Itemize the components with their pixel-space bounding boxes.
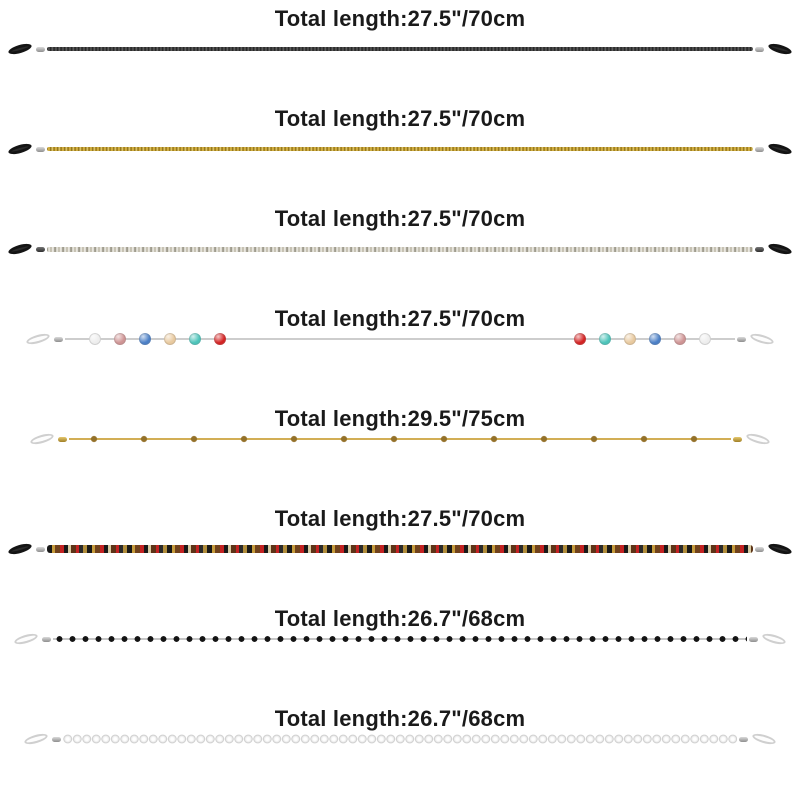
eyeglass-loop-left bbox=[25, 331, 51, 347]
crystal-bead bbox=[599, 333, 611, 345]
chain-image-silver-metal bbox=[7, 241, 793, 257]
clasp-right bbox=[755, 46, 764, 52]
clasp-right bbox=[755, 546, 764, 552]
eyeglass-loop-right bbox=[767, 141, 793, 157]
crystal-bead-group-left bbox=[89, 333, 226, 345]
eyeglass-loop-left bbox=[7, 241, 33, 257]
chain-cord bbox=[47, 246, 753, 252]
crystal-bead-group-right bbox=[574, 333, 711, 345]
clasp-left bbox=[36, 46, 45, 52]
chain-length-label: Total length:27.5"/70cm bbox=[274, 306, 526, 331]
eyeglass-loop-left bbox=[7, 541, 33, 557]
chain-cord bbox=[53, 635, 747, 643]
chain-image-multicolor-beads bbox=[7, 541, 793, 557]
chain-cord bbox=[63, 734, 737, 744]
chain-image-pearl-beads bbox=[23, 731, 777, 747]
chain-length-label: Total length:27.5"/70cm bbox=[274, 506, 526, 531]
clasp-right bbox=[733, 436, 742, 442]
clasp-right bbox=[739, 736, 748, 742]
chain-length-label: Total length:26.7"/68cm bbox=[274, 606, 526, 631]
chain-cord bbox=[47, 545, 753, 553]
chain-length-label: Total length:29.5"/75cm bbox=[274, 406, 526, 431]
product-row-multicolor-bead-chain: Total length:27.5"/70cm bbox=[0, 500, 800, 600]
clasp-left bbox=[36, 146, 45, 152]
eyeglass-loop-right bbox=[749, 331, 775, 347]
chain-cord bbox=[69, 435, 731, 443]
eyeglass-loop-left bbox=[7, 41, 33, 57]
crystal-bead bbox=[164, 333, 176, 345]
clasp-left bbox=[42, 636, 51, 642]
crystal-bead bbox=[189, 333, 201, 345]
clasp-left bbox=[54, 336, 63, 342]
crystal-bead bbox=[114, 333, 126, 345]
clasp-left bbox=[52, 736, 61, 742]
crystal-bead bbox=[89, 333, 101, 345]
chain-length-label: Total length:27.5"/70cm bbox=[274, 106, 526, 131]
eyeglass-loop-left bbox=[29, 431, 55, 447]
eyeglass-loop-right bbox=[767, 41, 793, 57]
clasp-right bbox=[755, 146, 764, 152]
clasp-right bbox=[737, 336, 746, 342]
chain-length-label: Total length:26.7"/68cm bbox=[274, 706, 526, 731]
product-row-crystal-bead-chain: Total length:27.5"/70cm bbox=[0, 300, 800, 400]
chain-cord bbox=[47, 47, 753, 51]
product-row-black-metal-chain: Total length:27.5"/70cm bbox=[0, 0, 800, 100]
product-row-pearl-bead-chain: Total length:26.7"/68cm bbox=[0, 700, 800, 800]
eyeglass-loop-right bbox=[767, 541, 793, 557]
product-row-gold-metal-chain: Total length:27.5"/70cm bbox=[0, 100, 800, 200]
crystal-bead bbox=[624, 333, 636, 345]
crystal-bead bbox=[214, 333, 226, 345]
crystal-bead bbox=[674, 333, 686, 345]
clasp-right bbox=[749, 636, 758, 642]
eyeglass-loop-right bbox=[751, 731, 777, 747]
chain-image-gold-beads bbox=[29, 431, 771, 447]
product-row-silver-metal-chain: Total length:27.5"/70cm bbox=[0, 200, 800, 300]
chain-cord bbox=[65, 333, 735, 345]
crystal-bead bbox=[574, 333, 586, 345]
chain-image-black-metal bbox=[7, 41, 793, 57]
clasp-left bbox=[36, 546, 45, 552]
eyeglass-loop-left bbox=[23, 731, 49, 747]
product-row-gold-bead-chain: Total length:29.5"/75cm bbox=[0, 400, 800, 500]
chain-length-label: Total length:27.5"/70cm bbox=[274, 6, 526, 31]
eyeglass-loop-right bbox=[767, 241, 793, 257]
crystal-bead bbox=[139, 333, 151, 345]
chain-image-crystal-beads bbox=[25, 331, 775, 347]
chain-image-gold-metal bbox=[7, 141, 793, 157]
clasp-right bbox=[755, 246, 764, 252]
eyeglass-loop-left bbox=[7, 141, 33, 157]
crystal-bead bbox=[699, 333, 711, 345]
clasp-left bbox=[36, 246, 45, 252]
clasp-left bbox=[58, 436, 67, 442]
chain-image-black-beads bbox=[13, 631, 787, 647]
chain-length-label: Total length:27.5"/70cm bbox=[274, 206, 526, 231]
eyeglass-loop-right bbox=[761, 631, 787, 647]
eyeglass-loop-left bbox=[13, 631, 39, 647]
eyeglass-loop-right bbox=[745, 431, 771, 447]
product-row-black-bead-chain: Total length:26.7"/68cm bbox=[0, 600, 800, 700]
chain-cord bbox=[47, 147, 753, 151]
crystal-bead bbox=[649, 333, 661, 345]
